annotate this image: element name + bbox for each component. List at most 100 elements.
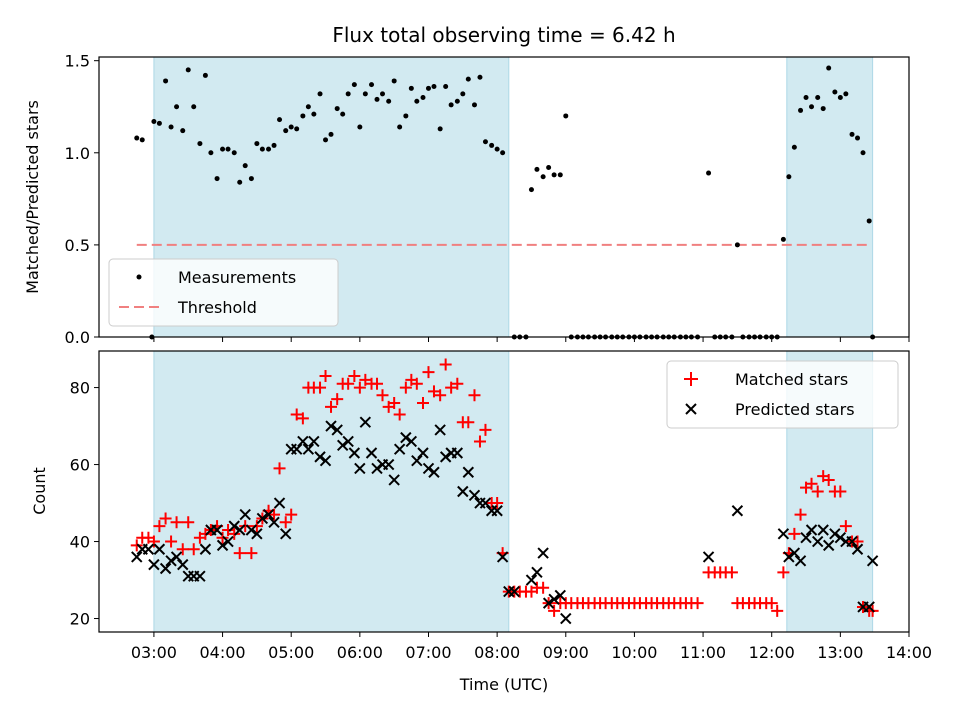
- predicted-star-point: [371, 462, 383, 475]
- matched-star-point: [216, 531, 229, 544]
- predicted-star-point: [783, 551, 795, 563]
- measurement-point: [311, 111, 317, 117]
- matched-star-point: [765, 597, 778, 610]
- predicted-star-point: [308, 435, 320, 448]
- matched-star-point: [376, 389, 389, 402]
- predicted-star-point: [268, 516, 280, 529]
- measurement-point: [791, 144, 797, 150]
- x-tick-label: 08:00: [474, 643, 520, 662]
- measurement-point: [323, 137, 329, 143]
- predicted-star-point: [273, 497, 286, 509]
- legend-matched-marker: [684, 372, 698, 386]
- measurement-point: [489, 142, 495, 148]
- measurement-point: [214, 176, 220, 182]
- predicted-star-point: [846, 535, 858, 548]
- bottom-legend: Matched stars Predicted stars: [666, 360, 899, 429]
- bottom-y-tick-label: 20: [70, 610, 90, 629]
- matched-star-point: [473, 435, 486, 448]
- measurement-point: [317, 91, 323, 97]
- measurement-point: [798, 107, 804, 113]
- matched-star-point: [491, 497, 504, 510]
- measurement-point: [271, 142, 277, 148]
- matched-star-point: [331, 393, 344, 406]
- matched-star-point: [771, 604, 784, 617]
- matched-star-point: [314, 381, 327, 394]
- x-tick-label: 13:00: [817, 643, 863, 662]
- top-axes-frame: [98, 56, 910, 338]
- measurement-point: [283, 128, 289, 134]
- predicted-star-point: [222, 535, 234, 548]
- matched-star-point: [187, 543, 200, 556]
- predicted-star-point: [325, 420, 337, 432]
- matched-star-point: [479, 423, 492, 436]
- predicted-star-point: [159, 562, 172, 575]
- predicted-star-point: [468, 489, 481, 502]
- bottom-y-axis-label: Count: [30, 467, 49, 515]
- predicted-star-point: [554, 589, 566, 602]
- matched-star-point: [439, 358, 452, 371]
- matched-star-point: [348, 370, 361, 383]
- predicted-star-point: [216, 539, 229, 552]
- measurement-point: [500, 150, 506, 156]
- predicted-star-point: [400, 431, 412, 444]
- predicted-star-point: [434, 424, 446, 436]
- measurement-point: [357, 124, 363, 130]
- top-y-tick-label: 0.0: [65, 328, 90, 347]
- measurement-point: [837, 95, 843, 101]
- predicted-star-point: [560, 612, 572, 625]
- predicted-star-point: [239, 508, 251, 521]
- measurement-point: [180, 128, 186, 134]
- predicted-star-point: [508, 585, 521, 598]
- matched-star-point: [182, 516, 195, 529]
- predicted-star-point: [165, 555, 177, 567]
- matched-star-point: [410, 377, 423, 390]
- x-tick-label: 14:00: [886, 643, 932, 662]
- predicted-star-point: [525, 574, 538, 586]
- predicted-star-points: [131, 416, 879, 625]
- predicted-star-point: [451, 447, 464, 459]
- x-tick-label: 12:00: [749, 643, 795, 662]
- top-y-ticks: 0.0 0.5 1.0 1.5: [65, 52, 99, 347]
- measurement-point: [855, 135, 861, 141]
- predicted-star-point: [417, 447, 429, 459]
- predicted-star-point: [354, 462, 366, 475]
- matched-star-point: [417, 396, 429, 409]
- measurement-point: [403, 113, 409, 119]
- x-tick-label: 09:00: [543, 643, 589, 662]
- predicted-star-point: [194, 570, 206, 582]
- predicted-star-point: [537, 547, 549, 559]
- matched-star-point: [268, 508, 281, 521]
- measurement-point: [546, 165, 552, 171]
- top-y-axis-label: Matched/Predicted stars: [23, 100, 42, 294]
- matched-star-point: [250, 520, 263, 533]
- predicted-star-point: [297, 435, 309, 448]
- x-axis-label: Time (UTC): [459, 675, 548, 694]
- measurement-point: [139, 137, 145, 143]
- top-shaded-region: [786, 56, 874, 338]
- predicted-star-point: [439, 451, 452, 463]
- predicted-star-point: [365, 447, 378, 459]
- legend-threshold-label: Threshold: [177, 298, 257, 317]
- x-tick-label: 04:00: [200, 643, 246, 662]
- measurement-point: [197, 141, 203, 147]
- measurement-point: [380, 91, 385, 97]
- measurement-point: [551, 172, 557, 178]
- predicted-star-point: [211, 524, 223, 536]
- matched-star-point: [296, 412, 309, 425]
- matched-star-point: [153, 520, 166, 533]
- predicted-star-point: [245, 524, 258, 536]
- x-tick-label: 07:00: [405, 643, 451, 662]
- matched-star-point: [805, 477, 818, 490]
- predicted-star-point: [829, 528, 841, 540]
- predicted-star-point: [314, 451, 326, 463]
- measurement-point: [420, 95, 426, 101]
- measurement-point: [300, 113, 306, 119]
- matched-star-point: [462, 416, 475, 429]
- matched-star-point: [451, 377, 464, 390]
- measurement-point: [809, 104, 815, 110]
- matched-star-point: [353, 381, 366, 394]
- predicted-star-point: [788, 547, 801, 559]
- predicted-star-point: [863, 601, 875, 613]
- measurement-point: [288, 124, 294, 130]
